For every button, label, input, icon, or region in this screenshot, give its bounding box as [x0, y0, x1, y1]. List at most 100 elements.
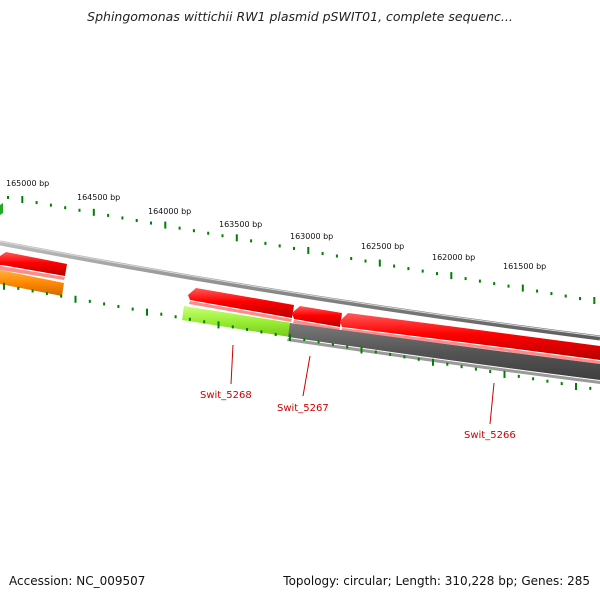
inner-scale-tick: [560, 382, 563, 386]
outer-scale-tick: [393, 264, 396, 268]
left-edge-marker: [0, 203, 3, 215]
inner-scale-tick: [174, 315, 177, 319]
inner-scale-tick: [331, 342, 334, 346]
inner-scale-tick: [346, 345, 349, 349]
outer-scale-tick: [421, 269, 424, 273]
lime-feature-bar[interactable]: [182, 306, 292, 337]
accession-text: Accession: NC_009507: [9, 574, 146, 588]
gene-callout-line: [230, 344, 234, 385]
outer-scale-tick: [350, 257, 353, 261]
gene-label[interactable]: Swit_5268: [200, 390, 252, 401]
inner-scale-tick: [460, 365, 463, 369]
outer-scale-tick: [493, 282, 496, 286]
inner-scale-tick: [274, 332, 277, 336]
inner-scale-tick: [474, 367, 477, 371]
outer-scale-tick: [64, 206, 67, 210]
inner-scale-tick: [45, 292, 48, 296]
outer-scale-tick: [192, 229, 195, 233]
outer-scale-tick: [92, 208, 95, 216]
outer-scale-tick: [478, 279, 481, 283]
gene-callout-line: [302, 355, 311, 397]
inner-scale-tick: [317, 340, 320, 344]
inner-scale-tick: [432, 358, 434, 366]
outer-scale-tick: [278, 244, 281, 248]
inner-scale-tick: [389, 352, 392, 356]
inner-scale-tick: [88, 299, 91, 303]
gene-callout-line: [489, 382, 495, 425]
outer-scale-tick: [78, 208, 81, 212]
outer-scale-tick: [464, 277, 467, 281]
scale-label: 164000 bp: [148, 207, 191, 216]
outer-scale-ticks: [7, 195, 596, 305]
outer-scale-tick: [250, 239, 253, 243]
gene-arrow-left-edge[interactable]: [0, 252, 67, 280]
inner-scale-ticks: [3, 282, 592, 390]
outer-scale-tick: [164, 221, 167, 229]
inner-scale-tick: [31, 289, 34, 293]
gene-label[interactable]: Swit_5267: [277, 403, 329, 414]
inner-scale-tick: [532, 377, 535, 381]
inner-scale-tick: [503, 370, 506, 378]
outer-scale-tick: [107, 213, 110, 217]
outer-scale-tick: [49, 203, 52, 207]
outer-scale-tick: [450, 272, 453, 280]
outer-scale-tick: [436, 272, 438, 276]
outer-scale-tick: [207, 231, 210, 235]
outer-scale-tick: [579, 297, 581, 301]
inner-scale-tick: [160, 312, 163, 316]
outer-scale-tick: [150, 221, 152, 225]
inner-scale-tick: [489, 370, 492, 374]
gene-callouts: Swit_5268 Swit_5267 Swit_5266: [200, 344, 516, 441]
inner-scale-tick: [146, 308, 148, 316]
outer-scale-tick: [121, 216, 124, 220]
scale-label: 162000 bp: [432, 253, 475, 262]
inner-scale-tick: [260, 330, 263, 334]
gene-arrow-swit-5268[interactable]: [188, 288, 294, 322]
inner-scale-tick: [446, 362, 449, 366]
outer-scale-tick: [550, 292, 553, 296]
backbone-arc: [0, 240, 600, 341]
scale-label: 165000 bp: [6, 179, 49, 188]
outer-scale-tick: [35, 201, 38, 205]
scale-label: 164500 bp: [77, 193, 120, 202]
inner-scale-tick: [589, 386, 592, 390]
backbone-arc-highlight: [0, 241, 600, 337]
map-title: Sphingomonas wittichii RW1 plasmid pSWIT…: [87, 9, 513, 24]
outer-scale-tick: [321, 251, 324, 255]
scale-labels: 165000 bp 164500 bp 164000 bp 163500 bp 1630…: [6, 179, 546, 271]
orange-feature-bar[interactable]: [0, 270, 64, 296]
inner-scale-tick: [117, 305, 120, 309]
outer-scale-tick: [507, 284, 510, 288]
scale-label: 163500 bp: [219, 220, 262, 229]
inner-scale-tick: [575, 382, 577, 390]
outer-scale-tick: [564, 294, 567, 298]
inner-scale-tick: [131, 307, 134, 311]
inner-scale-tick: [231, 325, 234, 329]
outer-scale-tick: [235, 234, 238, 242]
inner-scale-tick: [403, 355, 406, 359]
outer-scale-tick: [7, 195, 9, 199]
scale-label: 161500 bp: [503, 262, 546, 271]
gene-label[interactable]: Swit_5266: [464, 430, 516, 441]
inner-scale-tick: [360, 346, 363, 354]
inner-scale-tick: [517, 374, 520, 378]
inner-scale-tick: [217, 321, 220, 329]
inner-scale-tick: [17, 286, 20, 290]
outer-scale-tick: [378, 259, 381, 267]
outer-scale-tick: [264, 241, 267, 245]
inner-scale-tick: [303, 338, 306, 342]
gray-feature-bar[interactable]: [287, 323, 600, 384]
gene-arrow-swit-5266[interactable]: [340, 313, 600, 364]
scale-label: 162500 bp: [361, 242, 404, 251]
outer-scale-tick: [307, 246, 310, 254]
inner-scale-tick: [546, 379, 549, 383]
outer-scale-tick: [293, 246, 295, 250]
outer-scale-tick: [364, 259, 367, 263]
inner-scale-tick: [374, 350, 377, 354]
scale-label: 163000 bp: [290, 232, 333, 241]
inner-scale-tick: [417, 357, 420, 361]
summary-text: Topology: circular; Length: 310,228 bp; …: [283, 574, 590, 588]
inner-scale-tick: [103, 302, 106, 306]
outer-scale-tick: [593, 297, 596, 305]
